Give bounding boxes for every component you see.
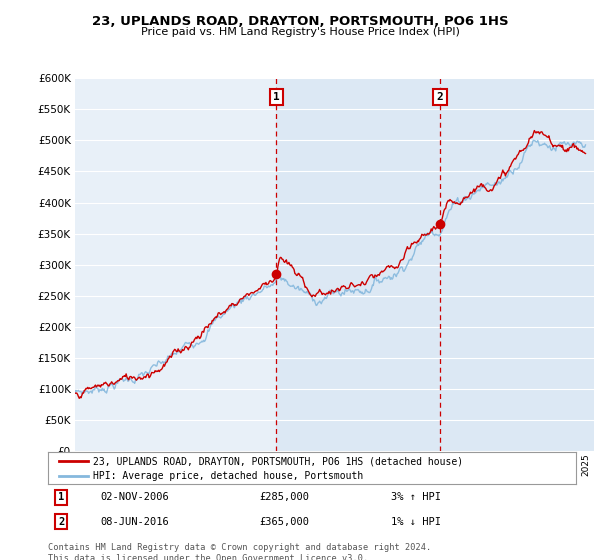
Text: Contains HM Land Registry data © Crown copyright and database right 2024.
This d: Contains HM Land Registry data © Crown c… bbox=[48, 543, 431, 560]
Text: HPI: Average price, detached house, Portsmouth: HPI: Average price, detached house, Port… bbox=[93, 472, 363, 481]
Text: 3% ↑ HPI: 3% ↑ HPI bbox=[391, 492, 441, 502]
Text: £285,000: £285,000 bbox=[259, 492, 309, 502]
Text: 23, UPLANDS ROAD, DRAYTON, PORTSMOUTH, PO6 1HS: 23, UPLANDS ROAD, DRAYTON, PORTSMOUTH, P… bbox=[92, 15, 508, 28]
Text: £365,000: £365,000 bbox=[259, 517, 309, 526]
Text: 02-NOV-2006: 02-NOV-2006 bbox=[101, 492, 170, 502]
Text: 1% ↓ HPI: 1% ↓ HPI bbox=[391, 517, 441, 526]
Bar bbox=[75, 78, 277, 451]
Text: 1: 1 bbox=[273, 92, 280, 102]
Text: 23, UPLANDS ROAD, DRAYTON, PORTSMOUTH, PO6 1HS (detached house): 23, UPLANDS ROAD, DRAYTON, PORTSMOUTH, P… bbox=[93, 456, 463, 466]
Text: 1: 1 bbox=[58, 492, 64, 502]
Text: Price paid vs. HM Land Registry's House Price Index (HPI): Price paid vs. HM Land Registry's House … bbox=[140, 27, 460, 38]
Text: 08-JUN-2016: 08-JUN-2016 bbox=[101, 517, 170, 526]
Text: 2: 2 bbox=[58, 517, 64, 526]
Bar bbox=[277, 78, 440, 451]
Bar bbox=[440, 78, 594, 451]
Text: 2: 2 bbox=[436, 92, 443, 102]
